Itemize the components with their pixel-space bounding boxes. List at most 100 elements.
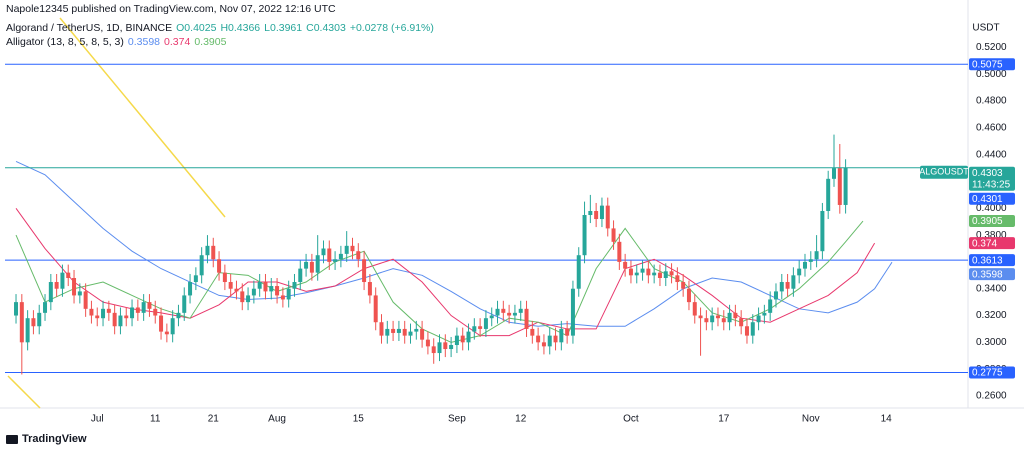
price-tag-label: 0.374 <box>972 238 997 249</box>
price-tag-label: 0.3613 <box>972 255 1003 266</box>
price-tag-label: 0.5075 <box>972 59 1003 70</box>
candle-body <box>605 205 610 229</box>
x-tick-label: 12 <box>515 414 527 425</box>
candle-body <box>454 335 459 346</box>
candle-body <box>710 315 715 323</box>
candle-body <box>634 272 639 276</box>
candle-body <box>437 342 442 354</box>
x-tick-label: Sep <box>448 414 466 425</box>
candle-body <box>611 228 616 242</box>
candle-body <box>350 245 355 252</box>
price-tag-label: 0.3905 <box>972 216 1003 227</box>
candle-body <box>263 282 268 292</box>
symbol-line: Algorand / TetherUS, 1D, BINANCE O0.4025… <box>6 22 434 34</box>
candle-body <box>524 308 529 329</box>
candle-body <box>362 259 367 283</box>
price-tag <box>969 366 1015 379</box>
candle-body <box>182 295 187 313</box>
candle-body <box>309 261 314 273</box>
candle-body <box>43 302 48 313</box>
candle-body <box>379 322 384 336</box>
candle-body <box>617 241 622 262</box>
axis-title: USDT <box>972 23 999 34</box>
y-tick-label: 0.4800 <box>976 96 1007 107</box>
candle-body <box>541 342 546 347</box>
price-tag <box>969 166 1015 191</box>
x-tick-label: Aug <box>268 414 286 425</box>
candle-body <box>298 268 303 283</box>
price-tag <box>969 215 1015 228</box>
symbol: Algorand / TetherUS, 1D, BINANCE <box>6 22 173 34</box>
candle-body <box>135 307 140 313</box>
candle-body <box>727 312 732 323</box>
candle-body <box>280 295 285 300</box>
candle-body <box>814 251 819 260</box>
y-tick-label: 0.3000 <box>976 337 1007 348</box>
close: C0.4303 <box>306 22 346 34</box>
candle-body <box>495 308 500 316</box>
candle-body <box>570 288 575 336</box>
candle-body <box>112 312 117 327</box>
candle-body <box>66 272 71 278</box>
high: H0.4366 <box>220 22 261 34</box>
candle-body <box>356 251 361 260</box>
candle-body <box>431 346 436 354</box>
candle-body <box>124 315 129 319</box>
candle-body <box>344 245 349 254</box>
candle-body <box>176 312 181 319</box>
candle-body <box>512 312 517 316</box>
candle-body <box>686 288 691 303</box>
candle-body <box>95 315 100 319</box>
candle-body <box>483 318 488 329</box>
candle-body <box>698 315 703 319</box>
candle-body <box>153 308 158 316</box>
candle-body <box>721 318 726 323</box>
candle-body <box>530 328 535 336</box>
candle-body <box>373 295 378 323</box>
candle-body <box>501 308 506 313</box>
candle-body <box>744 326 749 336</box>
candle-body <box>72 278 77 296</box>
logo <box>6 435 18 444</box>
open: O0.4025 <box>176 22 217 34</box>
candle-body <box>275 286 280 296</box>
candle-body <box>31 318 36 327</box>
candle-body <box>443 342 448 350</box>
candle-body <box>246 295 251 303</box>
candle-body <box>733 312 738 319</box>
candle-body <box>576 255 581 289</box>
lips-value: 0.3905 <box>194 36 227 48</box>
candle-body <box>414 328 419 332</box>
candle-body <box>756 315 761 323</box>
candle-body <box>640 268 645 273</box>
candle-body <box>449 345 454 350</box>
candle-body <box>802 261 807 269</box>
candle-body <box>286 288 291 300</box>
y-tick-label: 0.3800 <box>976 230 1007 241</box>
candle-body <box>327 248 332 262</box>
candle-body <box>14 302 19 316</box>
alligator-line <box>15 208 876 337</box>
candle-body <box>408 331 413 336</box>
candle-body <box>269 286 274 292</box>
x-tick-label: Nov <box>802 414 820 425</box>
candle-body <box>402 328 407 336</box>
x-tick-label: 11 <box>150 414 161 425</box>
candle-body <box>251 288 256 296</box>
price-tag-label: 0.4301 <box>972 194 1003 205</box>
candle-body <box>19 302 24 343</box>
candle-body <box>83 291 88 309</box>
candle-body <box>582 215 587 256</box>
candle-body <box>675 275 680 283</box>
y-tick-label: 0.5200 <box>976 42 1007 53</box>
x-tick-label: 15 <box>353 414 365 425</box>
candle-body <box>48 282 53 303</box>
brand: TradingView <box>22 433 87 445</box>
candle-body <box>547 335 552 347</box>
candle-body <box>478 326 483 329</box>
candle-body <box>779 282 784 292</box>
candle-body <box>762 312 767 316</box>
candle-body <box>843 167 848 205</box>
